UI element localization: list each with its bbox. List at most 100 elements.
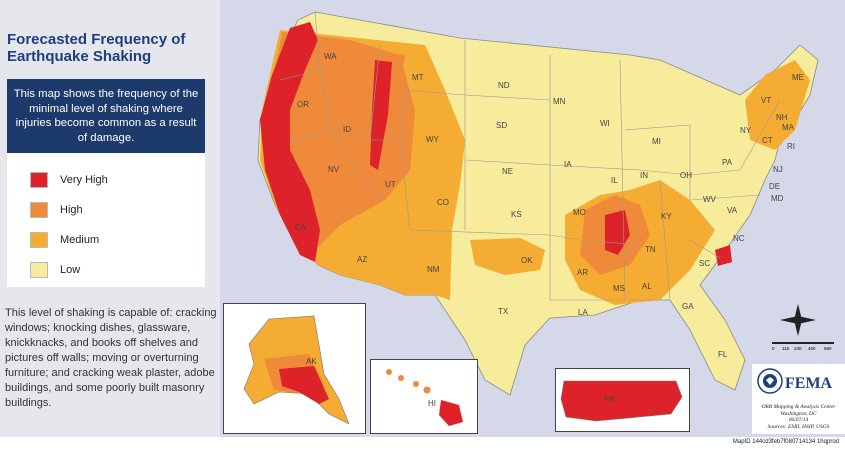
zone-very-high-sc: [715, 245, 732, 266]
credit-line: Washington, DC: [780, 410, 817, 417]
scale-label: 115: [782, 346, 790, 351]
state-label-mt: MT: [412, 73, 424, 82]
state-label-ma: MA: [782, 123, 795, 132]
state-label-nm: NM: [427, 265, 440, 274]
fema-logo: FEMA: [785, 375, 833, 392]
legend: Very High High Medium Low: [7, 153, 205, 287]
state-label-va: VA: [727, 206, 738, 215]
state-label-la: LA: [578, 308, 588, 317]
legend-item-high: High: [30, 202, 83, 218]
dhs-seal-icon: [757, 368, 783, 394]
zone-medium-east: [745, 60, 810, 150]
state-label-tx: TX: [498, 307, 509, 316]
credit-line: 06/07/14: [788, 417, 809, 423]
hawaii-island: [423, 386, 431, 394]
state-label-or: OR: [297, 100, 309, 109]
state-label-id: ID: [343, 125, 351, 134]
page-title: Forecasted Frequency of Earthquake Shaki…: [7, 31, 186, 65]
description-text: This map shows the frequency of the mini…: [13, 88, 199, 144]
state-label-co: CO: [437, 198, 449, 207]
state-label-al: AL: [642, 282, 652, 291]
legend-label: Medium: [60, 234, 100, 246]
state-label-ct: CT: [762, 136, 773, 145]
state-labels: WA OR CA NV ID MT WY UT AZ NM CO ND SD N…: [295, 52, 804, 359]
state-label-wa: WA: [324, 52, 337, 61]
hawaii-island: [413, 381, 419, 387]
legend-swatch: [30, 202, 48, 218]
shaking-note: This level of shaking is capable of: cra…: [5, 307, 217, 409]
scale-label: 0: [772, 346, 775, 351]
state-label-ky: KY: [661, 212, 672, 221]
credit-line: ORR Mapping & Analysis Center: [761, 404, 836, 410]
state-label-sd: SD: [496, 121, 507, 130]
state-label-nj: NJ: [773, 165, 783, 174]
state-label-fl: FL: [718, 350, 728, 359]
legend-label: Very High: [60, 174, 108, 186]
state-label-ny: NY: [740, 126, 752, 135]
state-label-wi: WI: [600, 119, 610, 128]
state-label-tn: TN: [645, 245, 656, 254]
legend-label: Low: [60, 264, 81, 276]
legend-item-low: Low: [30, 262, 80, 278]
hawaii-big-island: [439, 400, 463, 426]
state-label-de: DE: [769, 182, 780, 191]
state-label-oh: OH: [680, 171, 692, 180]
legend-swatch: [30, 232, 48, 248]
state-label-md: MD: [771, 194, 784, 203]
compass-scale: 0 115 230 460 690: [772, 304, 834, 351]
scale-label: 230: [794, 346, 802, 351]
puerto-rico-shape: [560, 380, 683, 422]
legend-swatch: [30, 262, 48, 278]
state-label-ca: CA: [295, 223, 307, 232]
hawaii-inset: HI: [370, 359, 478, 434]
legend-swatch: [30, 172, 48, 188]
map-id: MapID 144cd3feb7f080714134 1hqprod: [732, 439, 839, 445]
zone-medium-ok: [470, 238, 545, 275]
state-label-mo: MO: [573, 208, 586, 217]
puerto-rico-inset: PR: [555, 368, 690, 432]
state-label-sc: SC: [699, 259, 710, 268]
contiguous-us-map: WA OR CA NV ID MT WY UT AZ NM CO ND SD N…: [257, 11, 819, 396]
scale-bar: [772, 342, 834, 344]
hawaii-map: HI: [386, 369, 463, 426]
state-label-ri: RI: [787, 142, 795, 151]
alaska-very-high: [279, 366, 329, 404]
zone-very-high-westcoast: [260, 22, 320, 262]
state-label-az: AZ: [357, 255, 367, 264]
hawaii-island: [386, 369, 392, 375]
state-label-ne: NE: [502, 167, 513, 176]
legend-item-medium: Medium: [30, 232, 99, 248]
state-label-mn: MN: [553, 97, 566, 106]
state-label-ia: IA: [564, 160, 572, 169]
state-label-me: ME: [792, 73, 804, 82]
map-area: WA OR CA NV ID MT WY UT AZ NM CO ND SD N…: [220, 0, 845, 437]
puerto-rico-map: PR: [560, 380, 683, 422]
state-label-ms: MS: [613, 284, 625, 293]
state-label-pr: PR: [604, 395, 615, 404]
legend-item-very-high: Very High: [30, 172, 108, 188]
state-label-ak: AK: [306, 357, 317, 366]
state-label-nd: ND: [498, 81, 510, 90]
map-credit: ORR Mapping & Analysis Center Washington…: [752, 404, 845, 430]
state-label-il: IL: [611, 176, 618, 185]
state-label-wv: WV: [703, 195, 717, 204]
state-label-ks: KS: [511, 210, 522, 219]
state-borders: [279, 11, 781, 301]
state-label-ut: UT: [385, 180, 396, 189]
scale-label: 460: [808, 346, 816, 351]
state-label-pa: PA: [722, 158, 733, 167]
credit-line: Sources: ESRI, HSIP, USGS: [767, 423, 830, 430]
legend-label: High: [60, 204, 83, 216]
state-label-ga: GA: [682, 302, 694, 311]
state-label-mi: MI: [652, 137, 661, 146]
state-label-ar: AR: [577, 268, 588, 277]
state-label-nh: NH: [776, 113, 788, 122]
state-label-vt: VT: [761, 96, 771, 105]
description-box: This map shows the frequency of the mini…: [7, 79, 205, 153]
scale-label: 690: [824, 346, 832, 351]
state-label-hi: HI: [428, 399, 436, 408]
state-label-wy: WY: [426, 135, 440, 144]
compass-icon-arm: [780, 316, 816, 324]
state-label-nv: NV: [328, 165, 340, 174]
hawaii-island: [398, 375, 404, 381]
